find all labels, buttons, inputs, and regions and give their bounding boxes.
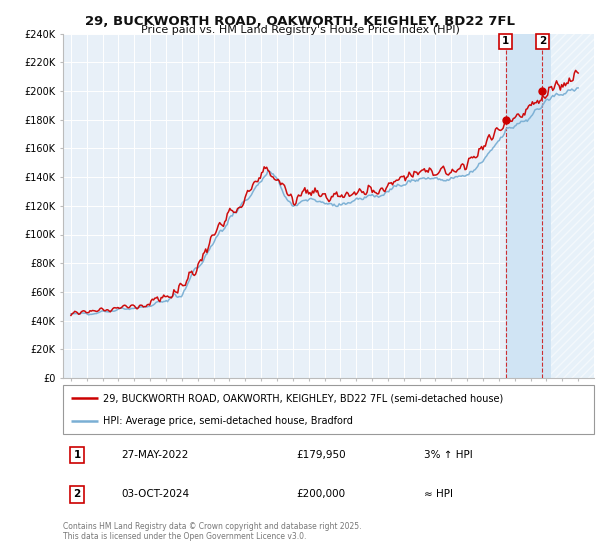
- Text: ≈ HPI: ≈ HPI: [424, 489, 453, 500]
- Text: £200,000: £200,000: [296, 489, 346, 500]
- Text: 29, BUCKWORTH ROAD, OAKWORTH, KEIGHLEY, BD22 7FL: 29, BUCKWORTH ROAD, OAKWORTH, KEIGHLEY, …: [85, 15, 515, 27]
- Text: HPI: Average price, semi-detached house, Bradford: HPI: Average price, semi-detached house,…: [103, 416, 353, 426]
- Text: 2: 2: [74, 489, 81, 500]
- Text: 3% ↑ HPI: 3% ↑ HPI: [424, 450, 473, 460]
- Bar: [506, 34, 600, 378]
- Text: 03-OCT-2024: 03-OCT-2024: [121, 489, 190, 500]
- Text: £179,950: £179,950: [296, 450, 346, 460]
- Text: Price paid vs. HM Land Registry's House Price Index (HPI): Price paid vs. HM Land Registry's House …: [140, 25, 460, 35]
- Text: 1: 1: [502, 36, 509, 46]
- Text: 29, BUCKWORTH ROAD, OAKWORTH, KEIGHLEY, BD22 7FL (semi-detached house): 29, BUCKWORTH ROAD, OAKWORTH, KEIGHLEY, …: [103, 393, 503, 403]
- Text: 27-MAY-2022: 27-MAY-2022: [121, 450, 189, 460]
- FancyBboxPatch shape: [63, 385, 594, 434]
- Bar: [551, 34, 600, 378]
- Text: 2: 2: [539, 36, 546, 46]
- Text: 1: 1: [74, 450, 81, 460]
- Text: Contains HM Land Registry data © Crown copyright and database right 2025.
This d: Contains HM Land Registry data © Crown c…: [63, 522, 361, 542]
